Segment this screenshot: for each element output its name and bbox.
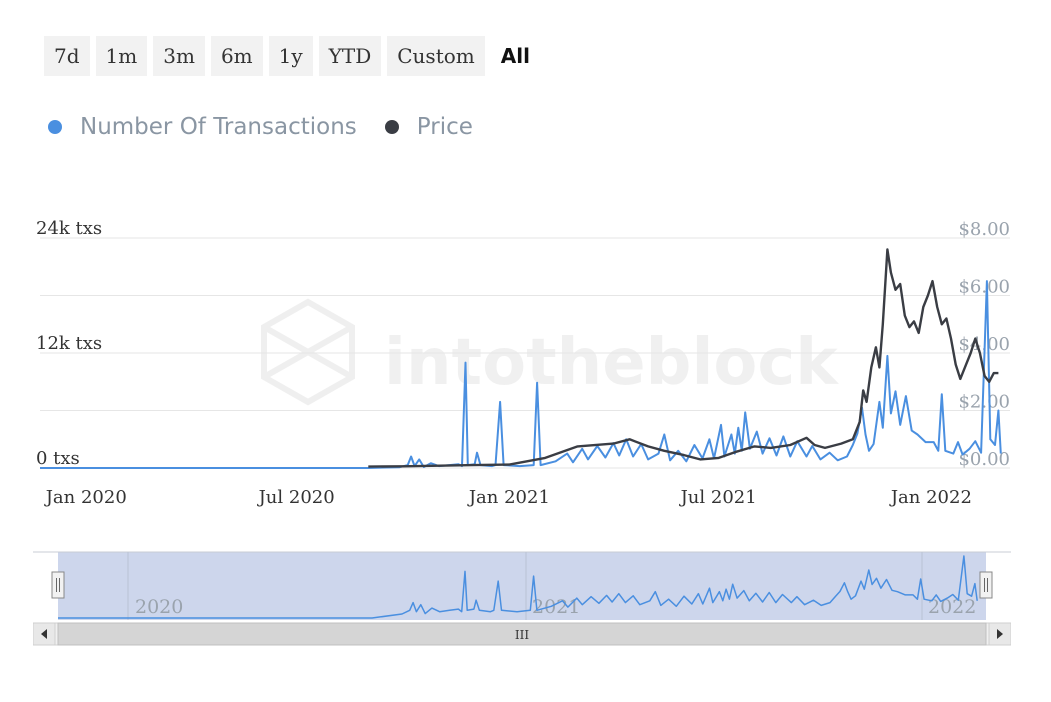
range-1m-button[interactable]: 1m xyxy=(95,36,148,76)
y-left-tick-label: 0 txs xyxy=(36,448,80,469)
navigator-handle-left[interactable] xyxy=(51,571,65,599)
scrollbar-grip-icon: III xyxy=(515,628,529,642)
range-3m-button[interactable]: 3m xyxy=(153,36,205,76)
legend-dot-transactions xyxy=(48,120,62,134)
y-axis-right-ticks: $0.00$2.00$4.00$6.00$8.00 xyxy=(958,219,1010,470)
chart-legend: Number Of Transactions Price xyxy=(48,114,501,140)
legend-label-transactions: Number Of Transactions xyxy=(80,114,357,140)
main-chart: intotheblock 0 txs 12k txs 24k txs $0.00 $2… xyxy=(36,218,1010,508)
y-right-tick-label: $8.00 xyxy=(958,219,1010,240)
navigator-handle-right-box[interactable] xyxy=(979,571,993,599)
navigator-svg: 2020 2021 2022 III xyxy=(32,551,1012,646)
x-tick-label: Jan 2021 xyxy=(467,487,550,508)
y-right-tick-label: $0.00 xyxy=(958,449,1010,470)
navigator-year-label: 2020 xyxy=(135,596,183,618)
navigator: 2020 2021 2022 III xyxy=(32,550,1012,646)
navigator-handle-right[interactable] xyxy=(979,571,993,599)
navigator-selected-range xyxy=(58,552,986,620)
navigator-handle-left-box[interactable] xyxy=(51,571,65,599)
legend-label-price: Price xyxy=(416,114,473,140)
y-right-tick-label: $6.00 xyxy=(958,277,1010,298)
watermark-hexagon xyxy=(261,298,355,406)
navigator-year-label: 2022 xyxy=(928,596,976,618)
y-right-tick-label: $2.00 xyxy=(958,392,1010,413)
legend-item-price[interactable]: Price xyxy=(384,114,473,140)
transactions-series-line xyxy=(40,280,1002,469)
watermark-line xyxy=(262,324,354,380)
watermark-text: intotheblock xyxy=(384,326,839,400)
watermark-logo xyxy=(261,298,355,406)
navigator-transactions-line xyxy=(58,555,978,619)
x-axis-ticks: Jan 2020 Jul 2020 Jan 2021 Jul 2021 Jan 2022 xyxy=(44,487,972,508)
range-1y-button[interactable]: 1y xyxy=(268,36,313,76)
range-all-button[interactable]: All xyxy=(491,36,540,76)
price-series-line xyxy=(368,248,999,468)
x-tick-label: Jul 2021 xyxy=(679,487,757,508)
range-custom-button[interactable]: Custom xyxy=(387,36,485,76)
range-ytd-button[interactable]: YTD xyxy=(318,36,382,76)
x-tick-label: Jan 2022 xyxy=(889,487,972,508)
range-selector: 7d 1m 3m 6m 1y YTD Custom All xyxy=(44,36,540,76)
scrollbar-thumb[interactable] xyxy=(57,622,987,646)
navigator-year-label: 2021 xyxy=(532,596,580,618)
legend-dot-price xyxy=(384,120,399,134)
arrow-left-icon xyxy=(41,629,47,639)
y-axis-left-ticks: 0 txs 12k txs 24k txs xyxy=(36,218,102,469)
arrow-right-icon xyxy=(997,629,1003,639)
y-left-tick-label: 12k txs xyxy=(36,333,102,354)
range-6m-button[interactable]: 6m xyxy=(210,36,263,76)
watermark-line xyxy=(262,324,354,380)
navigator-series xyxy=(58,555,978,619)
x-tick-label: Jul 2020 xyxy=(257,487,335,508)
series-lines xyxy=(40,248,1002,469)
x-tick-label: Jan 2020 xyxy=(44,487,127,508)
legend-item-transactions[interactable]: Number Of Transactions xyxy=(48,114,357,140)
y-left-tick-label: 24k txs xyxy=(36,218,102,239)
range-7d-button[interactable]: 7d xyxy=(44,36,90,76)
